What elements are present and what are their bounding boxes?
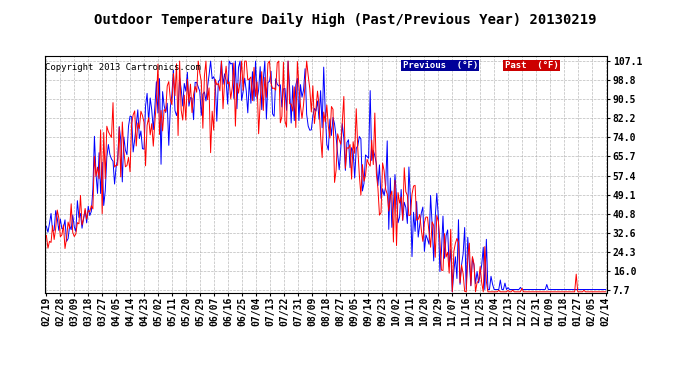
Text: Outdoor Temperature Daily High (Past/Previous Year) 20130219: Outdoor Temperature Daily High (Past/Pre…: [94, 13, 596, 27]
Text: Copyright 2013 Cartronics.com: Copyright 2013 Cartronics.com: [46, 63, 201, 72]
Text: Past  (°F): Past (°F): [505, 61, 559, 70]
Text: Previous  (°F): Previous (°F): [402, 61, 477, 70]
